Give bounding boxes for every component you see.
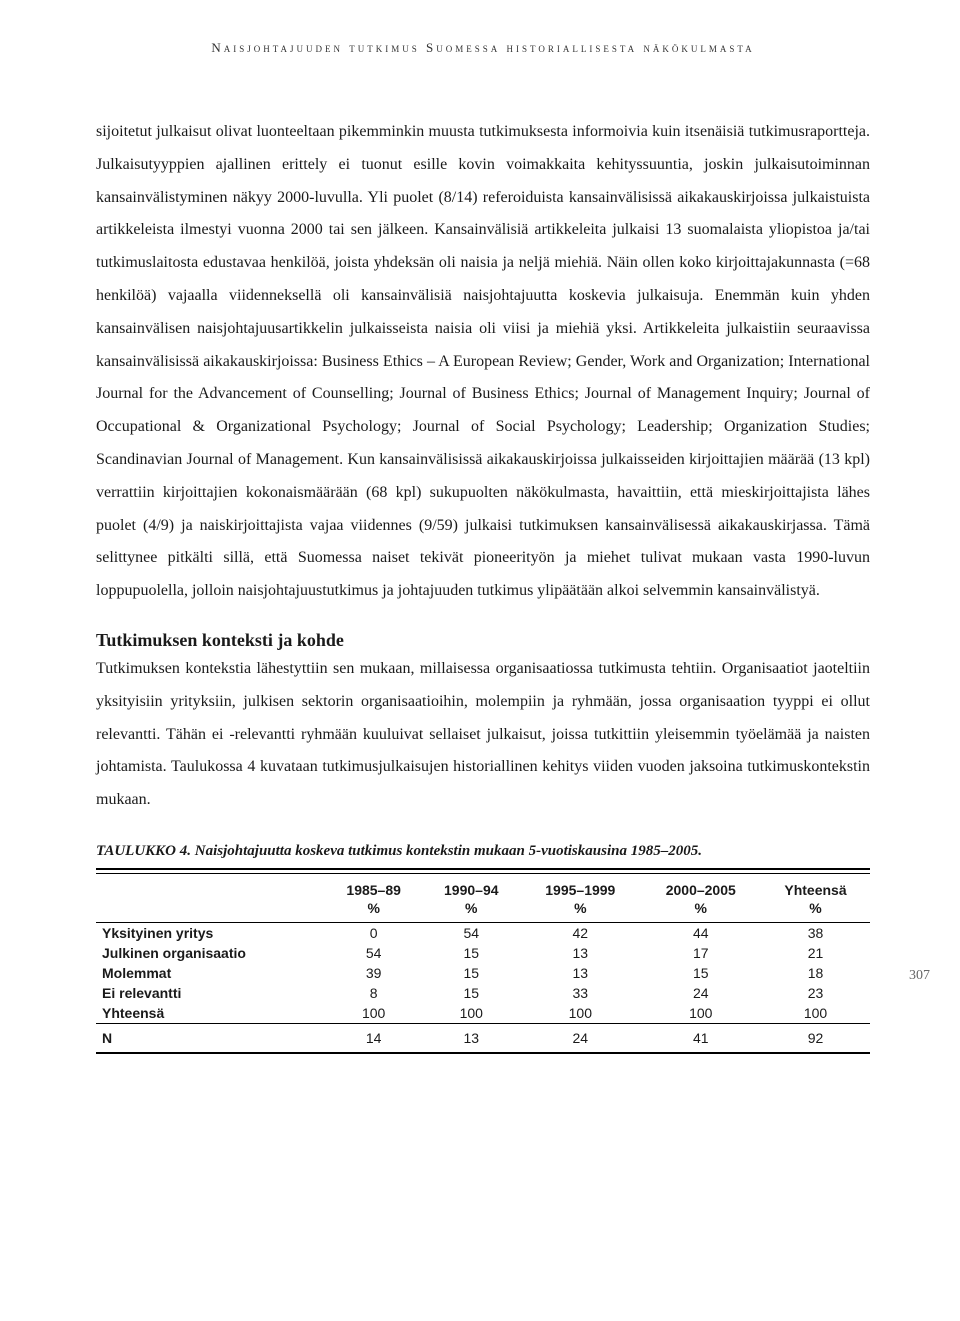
col-unit-4: % xyxy=(761,900,870,923)
page-number: 307 xyxy=(909,968,930,984)
cell: 38 xyxy=(761,922,870,943)
row-label-n: N xyxy=(96,1023,325,1053)
cell: 39 xyxy=(325,963,423,983)
cell: 0 xyxy=(325,922,423,943)
body-paragraph-2: Tutkimuksen kontekstia lähestyttiin sen … xyxy=(96,653,870,817)
cell: 21 xyxy=(761,943,870,963)
cell: 13 xyxy=(422,1023,520,1053)
cell: 100 xyxy=(422,1003,520,1024)
page-content: Naisjohtajuuden tutkimus Suomessa histor… xyxy=(0,0,960,1094)
cell: 23 xyxy=(761,983,870,1003)
cell: 15 xyxy=(641,963,761,983)
row-label: Yhteensä xyxy=(96,1003,325,1024)
running-head: Naisjohtajuuden tutkimus Suomessa histor… xyxy=(96,40,870,56)
cell: 54 xyxy=(325,943,423,963)
col-period-3: 2000–2005 xyxy=(641,874,761,900)
col-period-1: 1990–94 xyxy=(422,874,520,900)
cell: 8 xyxy=(325,983,423,1003)
cell: 14 xyxy=(325,1023,423,1053)
table-caption: TAULUKKO 4. Naisjohtajuutta koskeva tutk… xyxy=(96,843,870,860)
cell: 41 xyxy=(641,1023,761,1053)
cell: 92 xyxy=(761,1023,870,1053)
col-unit-2: % xyxy=(520,900,640,923)
row-label: Yksityinen yritys xyxy=(96,922,325,943)
table-row: Molemmat 39 15 13 15 18 xyxy=(96,963,870,983)
table-row: Yksityinen yritys 0 54 42 44 38 xyxy=(96,922,870,943)
cell: 24 xyxy=(520,1023,640,1053)
cell: 15 xyxy=(422,943,520,963)
col-period-2: 1995–1999 xyxy=(520,874,640,900)
cell: 17 xyxy=(641,943,761,963)
cell: 100 xyxy=(520,1003,640,1024)
col-unit-3: % xyxy=(641,900,761,923)
row-label: Julkinen organisaatio xyxy=(96,943,325,963)
col-blank xyxy=(96,874,325,900)
cell: 33 xyxy=(520,983,640,1003)
col-unit-1: % xyxy=(422,900,520,923)
row-label: Molemmat xyxy=(96,963,325,983)
cell: 54 xyxy=(422,922,520,943)
row-label: Ei relevantti xyxy=(96,983,325,1003)
table-row: Yhteensä 100 100 100 100 100 xyxy=(96,1003,870,1024)
table-row: Ei relevantti 8 15 33 24 23 xyxy=(96,983,870,1003)
cell: 15 xyxy=(422,963,520,983)
col-period-4: Yhteensä xyxy=(761,874,870,900)
data-table: 1985–89 1990–94 1995–1999 2000–2005 Yhte… xyxy=(96,868,870,1054)
cell: 44 xyxy=(641,922,761,943)
cell: 24 xyxy=(641,983,761,1003)
cell: 18 xyxy=(761,963,870,983)
table-row-n: N 14 13 24 41 92 xyxy=(96,1023,870,1053)
col-period-0: 1985–89 xyxy=(325,874,423,900)
col-unit-0: % xyxy=(325,900,423,923)
cell: 42 xyxy=(520,922,640,943)
section-heading: Tutkimuksen konteksti ja kohde xyxy=(96,630,870,651)
cell: 100 xyxy=(641,1003,761,1024)
body-paragraph-1: sijoitetut julkaisut olivat luonteeltaan… xyxy=(96,116,870,608)
cell: 100 xyxy=(325,1003,423,1024)
cell: 15 xyxy=(422,983,520,1003)
cell: 13 xyxy=(520,963,640,983)
cell: 100 xyxy=(761,1003,870,1024)
table-row: Julkinen organisaatio 54 15 13 17 21 xyxy=(96,943,870,963)
cell: 13 xyxy=(520,943,640,963)
